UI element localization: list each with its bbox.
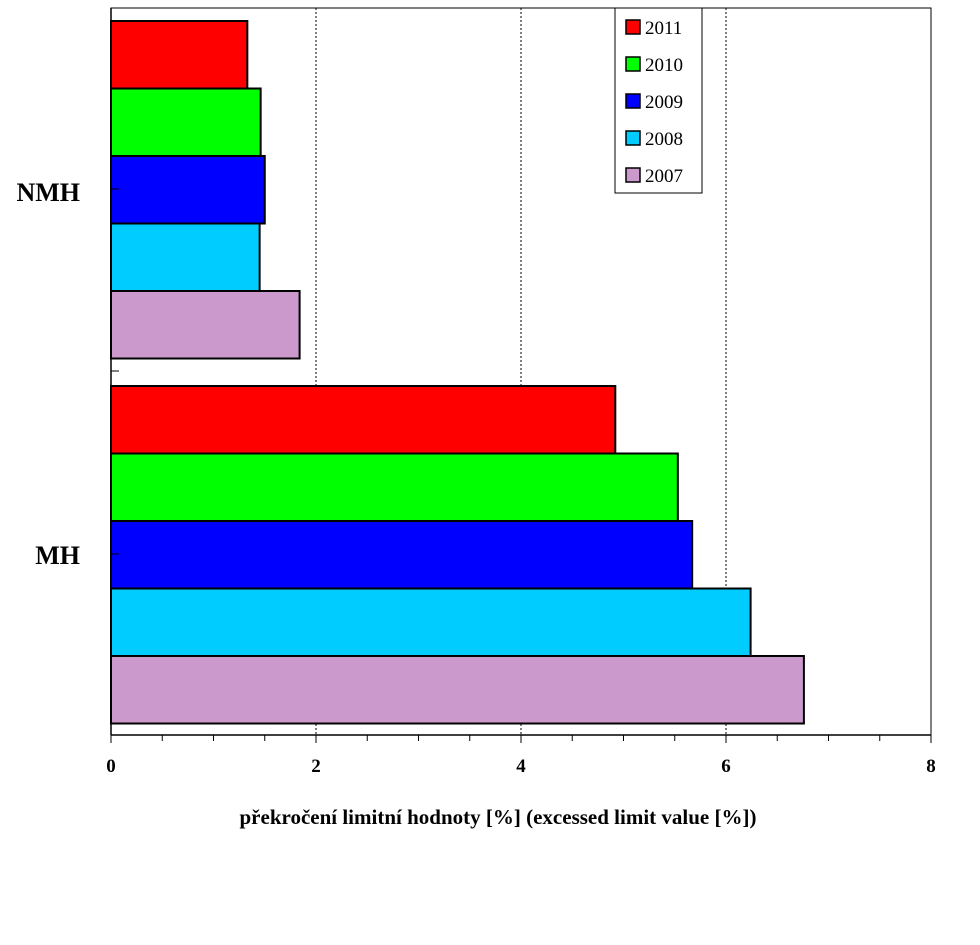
x-tick-label: 2 bbox=[311, 756, 321, 777]
legend-swatch-2007 bbox=[625, 167, 641, 183]
x-tick-label: 8 bbox=[926, 756, 936, 777]
x-tick-label: 0 bbox=[106, 756, 116, 777]
axes bbox=[110, 8, 932, 743]
x-tick-label: 6 bbox=[721, 756, 731, 777]
bar-mh-2011 bbox=[110, 385, 617, 455]
legend-label-2011: 2011 bbox=[645, 18, 682, 39]
bar-mh-2008 bbox=[110, 587, 752, 657]
bar-nmh-2007 bbox=[110, 290, 301, 360]
legend-label-2008: 2008 bbox=[645, 129, 683, 150]
x-tick-label: 4 bbox=[516, 756, 526, 777]
category-label-mh: MH bbox=[35, 541, 80, 570]
x-tick-labels: 0 2 4 6 8 bbox=[106, 756, 936, 777]
legend-label-2009: 2009 bbox=[645, 92, 683, 113]
category-label-nmh: NMH bbox=[16, 178, 80, 207]
legend-swatch-2008 bbox=[625, 130, 641, 146]
legend-swatch-2009 bbox=[625, 93, 641, 109]
bar-mh-2010 bbox=[110, 452, 679, 522]
bars bbox=[110, 20, 805, 725]
legend-swatch-2010 bbox=[625, 56, 641, 72]
legend-swatch-2011 bbox=[625, 19, 641, 35]
bar-nmh-2009 bbox=[110, 155, 266, 225]
legend-label-2007: 2007 bbox=[645, 166, 683, 187]
category-labels: NMH MH bbox=[16, 178, 80, 570]
bar-nmh-2010 bbox=[110, 87, 262, 157]
bar-mh-2007 bbox=[110, 655, 805, 725]
bar-nmh-2011 bbox=[110, 20, 249, 90]
bar-mh-2009 bbox=[110, 520, 694, 590]
bar-nmh-2008 bbox=[110, 222, 261, 292]
legend: 2011 2010 2009 2008 2007 bbox=[614, 7, 703, 194]
x-axis-title: překročení limitní hodnoty [%] (excessed… bbox=[240, 805, 757, 829]
legend-label-2010: 2010 bbox=[645, 55, 683, 76]
